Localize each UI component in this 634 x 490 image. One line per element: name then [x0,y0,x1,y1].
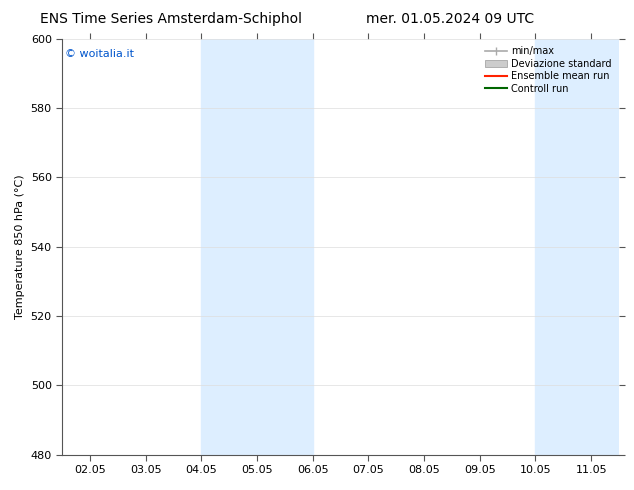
Text: ENS Time Series Amsterdam-Schiphol: ENS Time Series Amsterdam-Schiphol [40,12,302,26]
Bar [202,39,257,455]
Bar [591,39,634,455]
Text: © woitalia.it: © woitalia.it [65,49,134,59]
Bar [536,39,591,455]
Text: mer. 01.05.2024 09 UTC: mer. 01.05.2024 09 UTC [366,12,534,26]
Legend: min/max, Deviazione standard, Ensemble mean run, Controll run: min/max, Deviazione standard, Ensemble m… [482,44,614,97]
Y-axis label: Temperature 850 hPa (°C): Temperature 850 hPa (°C) [15,174,25,319]
Bar [257,39,313,455]
